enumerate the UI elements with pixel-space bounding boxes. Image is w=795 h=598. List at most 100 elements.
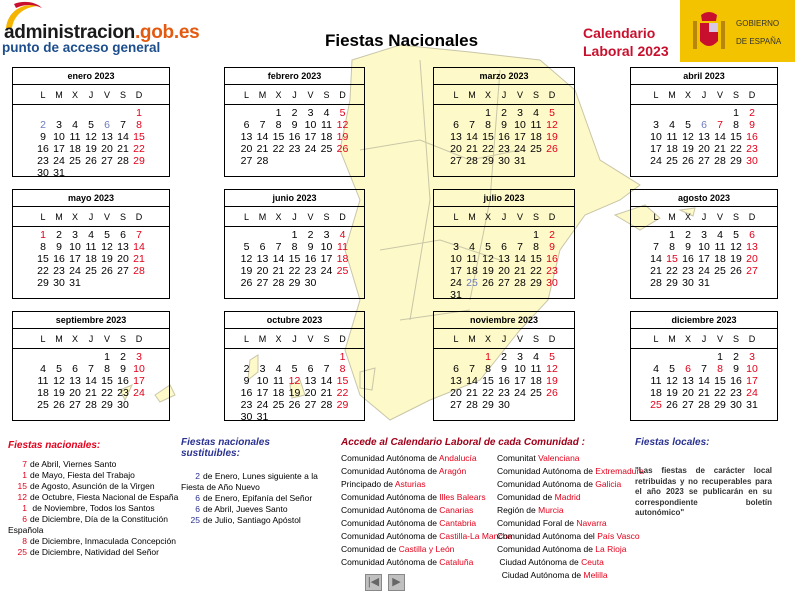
empty-cell (680, 107, 696, 119)
day-cell: 24 (53, 155, 65, 167)
weekday-label: S (532, 90, 539, 100)
weekday-label: L (243, 212, 249, 222)
holiday-item: 6 de Enero, Epifanía del Señor (181, 493, 331, 504)
first-page-button[interactable]: |◀ (365, 574, 382, 591)
community-link[interactable]: Cantabria (439, 518, 477, 528)
days-grid: 1 2 3 4 5 6 7 8 9 10 11 12 13 14 15 16 17 18 19 20 21 22 23 24 2… (631, 227, 777, 289)
weekday-label: X (484, 334, 491, 344)
day-cell: 12 (288, 375, 301, 387)
communities-section: Accede al Calendario Laboral de cada Com… (341, 437, 644, 580)
holiday-text: de Abril, Viernes Santo (30, 459, 117, 469)
weekday-label: L (453, 334, 459, 344)
weekday-label: X (484, 90, 491, 100)
community-link[interactable]: Madrid (554, 492, 581, 502)
logo-text[interactable]: administracion.gob.es (4, 22, 200, 44)
community-link[interactable]: Canarias (439, 505, 474, 515)
day-cell: 19 (336, 131, 349, 143)
day-cell: 7 (323, 363, 330, 375)
day-cell: 7 (136, 229, 142, 241)
holiday-item: 15 de Agosto, Asunción de la Virgen (8, 481, 183, 492)
community-link[interactable]: Castilla y León (398, 544, 455, 554)
holiday-item: 8 de Diciembre, Inmaculada Concepción (8, 536, 183, 547)
weekday-label: J (501, 212, 507, 222)
day-cell: 30 (730, 399, 742, 411)
day-cell: 6 (307, 363, 314, 375)
community-link[interactable]: Aragón (438, 466, 467, 476)
day-cell: 8 (104, 363, 110, 375)
days-grid: 1 2 3 4 5 6 7 8 9 10 11 12 13 14 15 16 17 18 19 20 21 22 23 24 2… (434, 227, 574, 301)
community-link[interactable]: Cataluña (439, 557, 474, 567)
community-link[interactable]: Valenciana (538, 453, 580, 463)
day-cell: 10 (256, 375, 269, 387)
day-cell: 26 (240, 277, 253, 289)
day-cell: 27 (101, 155, 113, 167)
weekday-label: J (292, 90, 297, 100)
holiday-item: 12 de Octubre, Fiesta Nacional de España (8, 492, 183, 503)
day-cell: 21 (133, 253, 145, 265)
community-link[interactable]: Andalucía (438, 453, 477, 463)
holiday-day: 15 (17, 481, 27, 491)
community-link[interactable]: Castilla-La Mancha (439, 531, 513, 541)
day-cell: 27 (117, 265, 129, 277)
days-grid: 1 2 3 4 5 6 7 8 9 10 11 12 13 14 15 16 17 18 19 20 21 22 23 24 2… (13, 227, 169, 289)
day-cell: 30 (546, 277, 558, 289)
month-calendar: febrero 2023 L M X J V S D 1 2 3 4 5 6 7 8 9 10 11 12 13 14 15… (224, 67, 365, 177)
community-link[interactable]: Extremadura (595, 466, 644, 476)
calendar-title: Calendario Laboral 2023 (583, 24, 669, 60)
community-link[interactable]: Navarra (576, 518, 607, 528)
community-prefix: Ciudad Autónoma de (497, 557, 582, 567)
weekday-label: J (292, 334, 297, 344)
day-cell: 11 (37, 375, 49, 387)
weekday-label: D (548, 212, 556, 222)
empty-cell (664, 351, 680, 363)
community-link[interactable]: La Rioja (595, 544, 627, 554)
day-cell: 12 (546, 119, 558, 131)
weekday-label: M (468, 212, 476, 222)
day-cell: 13 (256, 253, 269, 265)
weekday-label: J (292, 212, 297, 222)
day-cell: 26 (730, 265, 742, 277)
community-link[interactable]: Galicia (595, 479, 622, 489)
next-page-button[interactable]: ▶ (388, 574, 405, 591)
day-cell: 16 (37, 143, 49, 155)
community-link[interactable]: Ceuta (581, 557, 604, 567)
weekday-label: D (748, 334, 756, 344)
month-calendar: agosto 2023 L M X J V S D 1 2 3 4 5 6 7 8 9 10 11 12 13 14 15 1… (630, 189, 778, 299)
day-cell: 19 (53, 387, 65, 399)
day-cell: 30 (498, 399, 510, 411)
day-cell: 1 (339, 351, 346, 363)
day-cell: 21 (466, 143, 478, 155)
community-item: Comunidad Autónoma de Galicia (497, 478, 644, 491)
day-cell: 5 (291, 363, 298, 375)
day-cell: 6 (120, 229, 126, 241)
day-cell: 19 (288, 387, 301, 399)
community-link[interactable]: Illes Balears (439, 492, 486, 502)
holiday-text: de Octubre, Fiesta Nacional de España (30, 492, 179, 502)
day-cell: 13 (240, 131, 253, 143)
community-link[interactable]: País Vasco (597, 531, 640, 541)
day-cell: 8 (533, 241, 539, 253)
day-cell: 25 (466, 277, 478, 289)
community-link[interactable]: Asturias (394, 479, 426, 489)
day-cell: 25 (530, 143, 542, 155)
day-cell: 28 (117, 155, 129, 167)
month-title: enero 2023 (13, 68, 169, 85)
day-cell: 14 (133, 241, 145, 253)
weekday-label: S (532, 334, 539, 344)
day-cell: 17 (514, 131, 526, 143)
day-cell: 25 (336, 265, 349, 277)
holiday-text: de Diciembre, Natividad del Señor (30, 547, 159, 557)
day-cell: 26 (482, 277, 494, 289)
day-cell: 11 (666, 131, 678, 143)
weekday-label: J (701, 212, 707, 222)
weekday-label: X (684, 90, 691, 100)
community-link[interactable]: Melilla (583, 570, 608, 580)
weekday-label: L (653, 212, 659, 222)
community-link[interactable]: Murcia (538, 505, 564, 515)
day-cell: 2 (501, 107, 507, 119)
community-prefix: Comunidad Autónoma de (341, 466, 439, 476)
day-cell: 22 (530, 265, 542, 277)
day-cell: 17 (650, 143, 662, 155)
